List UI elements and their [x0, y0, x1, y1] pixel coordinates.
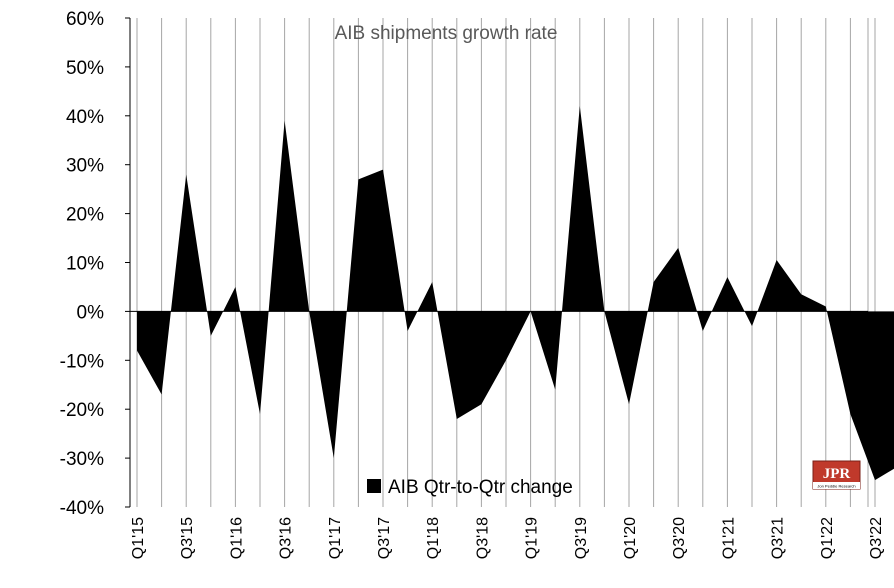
y-tick-label: -10%: [60, 351, 104, 372]
y-tick-label: 0%: [77, 302, 105, 323]
x-tick-label: Q1'19: [524, 517, 541, 559]
x-tick-label: Q3'17: [376, 517, 393, 559]
x-tick-label: Q3'20: [671, 517, 688, 559]
y-tick-label: -30%: [60, 449, 104, 470]
axes: [129, 18, 868, 507]
x-tick-label: Q1'22: [819, 517, 836, 559]
y-tick-label: 20%: [66, 205, 104, 226]
chart-title: AIB shipments growth rate: [335, 23, 558, 44]
x-tick-label: Q3'18: [474, 517, 491, 559]
jpr-logo-text: JPR: [823, 466, 851, 482]
y-tick-label: 40%: [66, 107, 104, 128]
x-tick-label: Q1'16: [228, 517, 245, 559]
x-tick-label: Q1'18: [425, 517, 442, 559]
y-tick-label: 60%: [66, 9, 104, 30]
y-tick-label: 30%: [66, 156, 104, 177]
x-tick-label: Q3'15: [179, 517, 196, 559]
legend-label: AIB Qtr-to-Qtr change: [388, 477, 573, 498]
jpr-logo: JPR Jon Peddie Research: [812, 460, 861, 490]
y-tick-label: 10%: [66, 254, 104, 275]
x-tick-label: Q1'17: [327, 517, 344, 559]
jpr-logo-subtext: Jon Peddie Research: [817, 484, 855, 489]
x-tick-label: Q3'21: [770, 517, 787, 559]
area-layer: [137, 106, 894, 481]
x-tick-label: Q1'15: [130, 517, 147, 559]
legend-swatch: [367, 479, 381, 493]
x-tick-label: Q3'19: [573, 517, 590, 559]
x-tick-label: Q3'16: [278, 517, 295, 559]
y-tick-label: 50%: [66, 58, 104, 79]
x-tick-label: Q1'20: [622, 517, 639, 559]
grid: [136, 18, 876, 507]
y-tick-labels: 60% 50% 40% 30% 20% 10% 0% -10% -20% -30% -40%: [60, 9, 130, 519]
x-tick-label: Q1'21: [720, 517, 737, 559]
y-tick-label: -40%: [60, 498, 104, 519]
legend: AIB Qtr-to-Qtr change: [367, 477, 573, 498]
jpr-logo-band: [813, 482, 860, 489]
y-tick-label: -20%: [60, 400, 104, 421]
series-area: [137, 106, 894, 481]
x-tick-label: Q3'22: [868, 517, 885, 559]
x-tick-labels: Q1'15 Q3'15 Q1'16 Q3'16 Q1'17 Q3'17 Q1'18 Q3'18…: [130, 517, 885, 559]
